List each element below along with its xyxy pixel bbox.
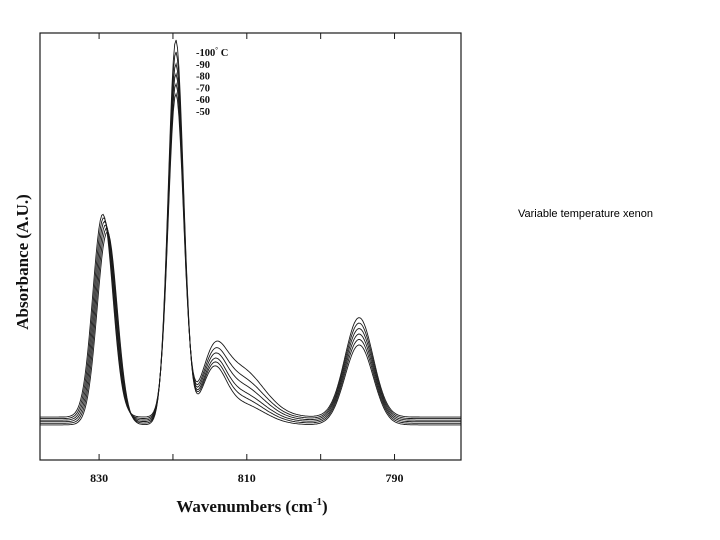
legend-entry: -60 [196, 95, 210, 106]
legend-entry: -90 [196, 60, 210, 71]
x-axis-ticks: 830 810 790 [90, 33, 404, 485]
series-line [40, 51, 461, 424]
legend-entry: -70 [196, 83, 210, 94]
legend-entry: -100° C [196, 46, 228, 59]
x-axis-label: Wavenumbers (cm-1) [176, 496, 327, 516]
x-axis-label-superscript: -1 [313, 496, 322, 508]
series-line [40, 72, 461, 421]
x-tick-label: 790 [386, 471, 404, 485]
x-axis-label-main: Wavenumbers (cm [176, 497, 312, 516]
y-axis-label: Absorbance (A.U.) [13, 194, 32, 330]
series-layer [40, 39, 461, 426]
legend: -100° C-90-80-70-60-50 [196, 46, 228, 118]
unit-label: C [218, 48, 228, 59]
x-tick-label: 810 [238, 471, 256, 485]
legend-entry: -50 [196, 107, 210, 118]
series-line [40, 39, 461, 426]
legend-entry: -80 [196, 72, 210, 83]
degree-mark: ° [215, 46, 218, 54]
series-line [40, 62, 461, 423]
x-tick-label: 830 [90, 471, 108, 485]
series-line [40, 82, 461, 420]
x-axis-label-close: ) [322, 497, 328, 516]
plot-frame [39, 32, 462, 461]
series-line [40, 92, 461, 418]
side-caption: Variable temperature xenon [518, 208, 653, 220]
